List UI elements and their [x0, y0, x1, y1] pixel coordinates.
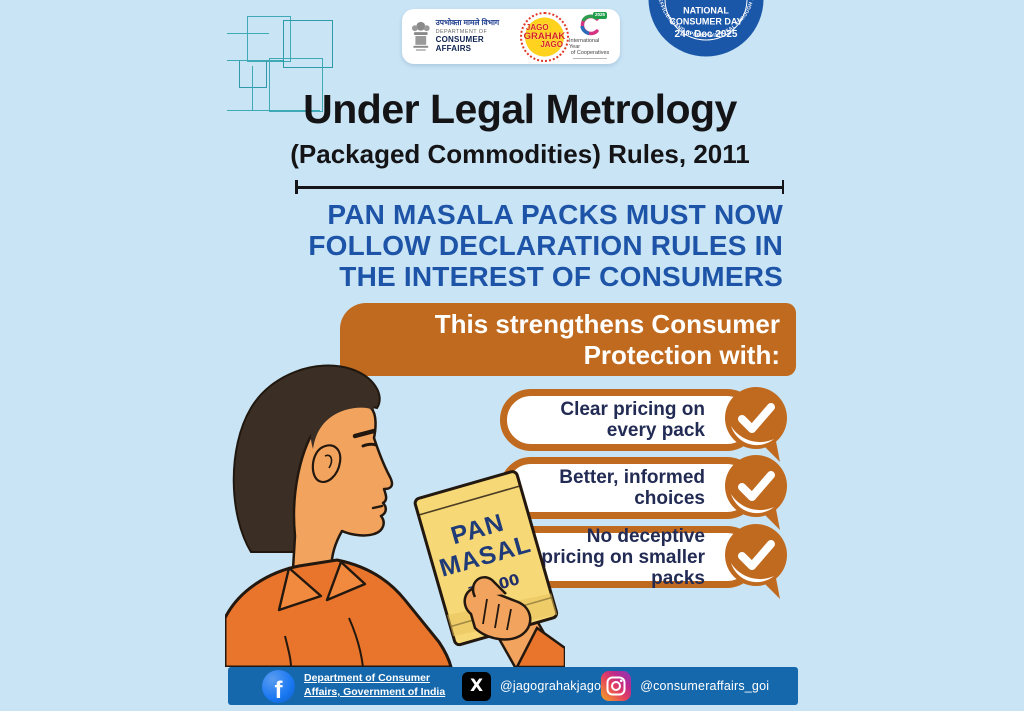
social-footer: f Department of Consumer Affairs, Govern… — [228, 667, 798, 705]
check-icon — [725, 455, 787, 530]
check-icon — [725, 387, 787, 462]
page-subtitle: (Packaged Commodities) Rules, 2011 — [290, 139, 750, 169]
doca-affairs-label: CONSUMER AFFAIRS — [435, 35, 484, 54]
facebook-label: Department of Consumer Affairs, Governme… — [304, 672, 446, 698]
benefit-label: Clear pricing on every pack — [560, 399, 705, 441]
decor-line — [227, 110, 320, 111]
badge-line1: NATIONAL — [683, 6, 729, 16]
doca-logo: उपभोक्ता मामले विभाग DEPARTMENT OF CONSU… — [411, 19, 520, 55]
cooperatives-line1: International Year — [569, 37, 600, 50]
page-title: Under Legal Metrology — [303, 86, 737, 132]
headline-line2: FOLLOW DECLARATION RULES IN — [308, 230, 783, 261]
benefit-label: No deceptive pricing on smaller packs — [541, 525, 705, 589]
man-collar-left — [277, 566, 323, 612]
cooperatives-tagline-rule — [573, 58, 607, 60]
jago-word-1: JAGO — [525, 22, 549, 32]
cooperatives-year-label: 2025 — [592, 11, 607, 19]
facebook-icon: f — [262, 669, 295, 703]
benefits-banner: This strengthens Consumer Protection wit… — [340, 303, 796, 376]
check-icon — [725, 524, 787, 599]
x-handle: @jagograhakjago — [500, 679, 602, 693]
instagram-handle: @consumeraffairs_goi — [640, 679, 770, 693]
badge-date-day: 24 — [675, 29, 687, 40]
cooperatives-c-icon: 2025 — [579, 11, 607, 36]
badge-date-suffix: th — [686, 31, 692, 37]
doca-hindi-label: उपभोक्ता मामले विभाग — [435, 18, 500, 28]
shirt-crease — [284, 635, 292, 667]
title-divider — [295, 180, 784, 194]
instagram-link[interactable]: @consumeraffairs_goi — [601, 671, 769, 701]
national-consumer-day-badge: NATIONAL CONSUMER DAY 24th Dec 2025 EFFI… — [645, 0, 764, 57]
benefit-label: Better, informed choices — [559, 467, 705, 509]
man-ear — [311, 444, 342, 484]
man-thumb — [471, 576, 507, 598]
cooperatives-year-logo: 2025 International Year of Cooperatives — [569, 11, 611, 60]
doca-dept-label: DEPARTMENT OF — [435, 28, 488, 35]
headline-line1: PAN MASALA PACKS MUST NOW — [327, 199, 783, 230]
x-twitter-link[interactable]: X @jagograhakjago — [462, 671, 602, 701]
cooperatives-line2: of Cooperatives — [570, 50, 610, 57]
benefits-banner-text: This strengthens Consumer Protection wit… — [434, 308, 780, 370]
man-ear-detail — [324, 454, 333, 469]
ashoka-emblem-icon — [411, 21, 430, 51]
man-mouth — [371, 504, 384, 510]
man-shirt — [225, 558, 453, 667]
man-sleeve-cuff — [515, 626, 565, 667]
decor-square — [239, 60, 267, 88]
logo-strip: उपभोक्ता मामले विभाग DEPARTMENT OF CONSU… — [402, 9, 620, 64]
badge-date-rest: Dec 2025 — [691, 29, 738, 40]
man-reading-pack-illustration: PAN MASAL ₹ 5.00 — [225, 364, 565, 667]
decor-line — [227, 33, 269, 34]
man-eyebrow — [352, 428, 377, 439]
facebook-link[interactable]: f Department of Consumer Affairs, Govern… — [262, 669, 462, 703]
shirt-crease — [348, 617, 364, 667]
jago-word-2: GRAHAK — [523, 30, 566, 42]
man-hair-front — [310, 400, 374, 449]
main-headline: PAN MASALA PACKS MUST NOW FOLLOW DECLARA… — [240, 199, 783, 292]
man-eye — [361, 442, 378, 448]
x-twitter-icon: X — [462, 671, 491, 701]
benefit-item-clear-pricing: Clear pricing on every pack — [500, 387, 792, 462]
badge-line2: CONSUMER DAY — [669, 17, 742, 27]
jago-word-3: JAGO — [540, 40, 563, 50]
decor-line — [252, 66, 253, 110]
headline-line3: THE INTEREST OF CONSUMERS — [339, 261, 783, 292]
jago-grahak-jago-logo: JAGO GRAHAK JAGO — [519, 11, 569, 62]
instagram-icon — [601, 671, 632, 701]
man-collar-right — [325, 560, 367, 602]
decor-square — [269, 58, 323, 112]
decor-square — [283, 20, 333, 68]
finger-lines — [482, 598, 512, 631]
badge-date: 24th Dec 2025 — [675, 29, 738, 40]
decor-line — [227, 60, 283, 61]
